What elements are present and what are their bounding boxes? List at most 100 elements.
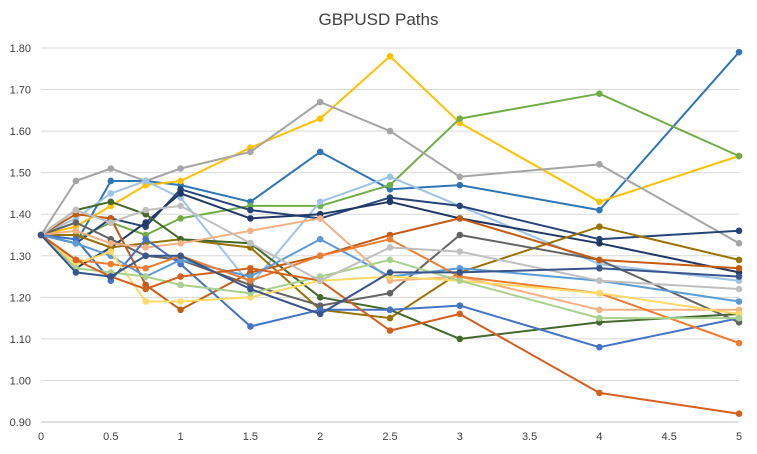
data-point — [247, 215, 254, 222]
data-point — [142, 298, 149, 305]
data-point — [247, 148, 254, 156]
data-point — [596, 264, 603, 272]
data-point — [177, 281, 184, 289]
y-tick-label: 1.60 — [10, 126, 31, 138]
data-point — [177, 177, 184, 185]
series-1 — [37, 48, 743, 247]
data-point — [596, 198, 603, 206]
data-point — [316, 198, 324, 206]
data-point — [596, 389, 603, 397]
data-point — [247, 277, 254, 285]
data-point — [735, 339, 743, 347]
data-point — [316, 294, 324, 301]
chart-title: GBPUSD Paths — [318, 10, 439, 29]
data-point — [177, 215, 184, 222]
data-point — [107, 190, 115, 197]
y-tick-label: 0.90 — [10, 417, 31, 429]
data-point — [735, 152, 743, 160]
data-point — [142, 244, 149, 251]
data-point — [596, 240, 603, 247]
data-point — [142, 235, 149, 243]
data-point — [177, 240, 184, 247]
data-point — [456, 215, 464, 222]
axes: 0.901.001.101.201.301.401.501.601.701.80… — [10, 43, 742, 443]
x-tick-label: 4.5 — [662, 431, 677, 443]
data-point — [316, 215, 324, 222]
data-point — [386, 181, 394, 189]
data-point — [177, 273, 184, 280]
data-point — [386, 244, 394, 251]
data-point — [735, 314, 743, 322]
x-tick-label: 0.5 — [103, 431, 118, 443]
data-point — [107, 198, 115, 206]
series-19 — [37, 202, 743, 293]
data-point — [247, 264, 254, 272]
series-20 — [37, 231, 743, 318]
data-point — [177, 190, 184, 197]
data-point — [72, 206, 80, 214]
data-point — [735, 48, 743, 56]
data-point — [386, 235, 394, 243]
data-point — [142, 219, 149, 226]
data-point — [72, 269, 80, 276]
y-tick-label: 1.40 — [10, 209, 31, 221]
data-point — [177, 165, 184, 172]
data-point — [735, 298, 743, 305]
data-point — [247, 206, 254, 214]
data-point — [72, 227, 80, 235]
data-point — [456, 231, 464, 239]
data-point — [596, 289, 603, 297]
data-point — [37, 231, 45, 239]
data-point — [107, 165, 115, 172]
data-point — [386, 327, 394, 334]
data-point — [596, 306, 603, 314]
data-point — [596, 343, 603, 351]
y-tick-label: 1.10 — [10, 334, 31, 346]
data-point — [247, 323, 254, 330]
data-point — [386, 269, 394, 276]
data-point — [142, 206, 149, 214]
data-point — [735, 410, 743, 417]
data-point — [596, 223, 603, 230]
data-point — [177, 306, 184, 314]
data-point — [596, 90, 603, 98]
x-tick-label: 3 — [457, 431, 463, 443]
series-3 — [37, 90, 743, 243]
data-point — [456, 277, 464, 285]
data-point — [386, 53, 394, 60]
data-point — [386, 314, 394, 322]
data-point — [107, 219, 115, 226]
data-point — [72, 240, 80, 247]
data-point — [386, 127, 394, 135]
data-point — [142, 273, 149, 280]
data-point — [177, 252, 184, 260]
data-point — [456, 248, 464, 255]
data-point — [72, 256, 80, 264]
data-point — [456, 181, 464, 189]
y-tick-label: 1.50 — [10, 168, 31, 180]
data-point — [735, 273, 743, 280]
data-point — [456, 310, 464, 318]
data-point — [142, 177, 149, 185]
data-point — [596, 206, 603, 214]
data-point — [386, 289, 394, 297]
data-point — [456, 302, 464, 309]
data-point — [735, 240, 743, 247]
data-point — [386, 256, 394, 264]
data-point — [316, 115, 324, 122]
y-tick-label: 1.20 — [10, 292, 31, 304]
x-tick-label: 3.5 — [522, 431, 537, 443]
data-point — [386, 173, 394, 181]
x-tick-label: 2.5 — [382, 431, 397, 443]
data-point — [735, 264, 743, 272]
data-point — [107, 273, 115, 280]
x-tick-label: 5 — [736, 431, 742, 443]
data-point — [72, 219, 80, 226]
data-point — [386, 306, 394, 314]
y-tick-label: 1.70 — [10, 85, 31, 97]
y-tick-label: 1.30 — [10, 251, 31, 263]
data-point — [316, 98, 324, 106]
data-point — [456, 335, 464, 343]
data-point — [316, 310, 324, 318]
